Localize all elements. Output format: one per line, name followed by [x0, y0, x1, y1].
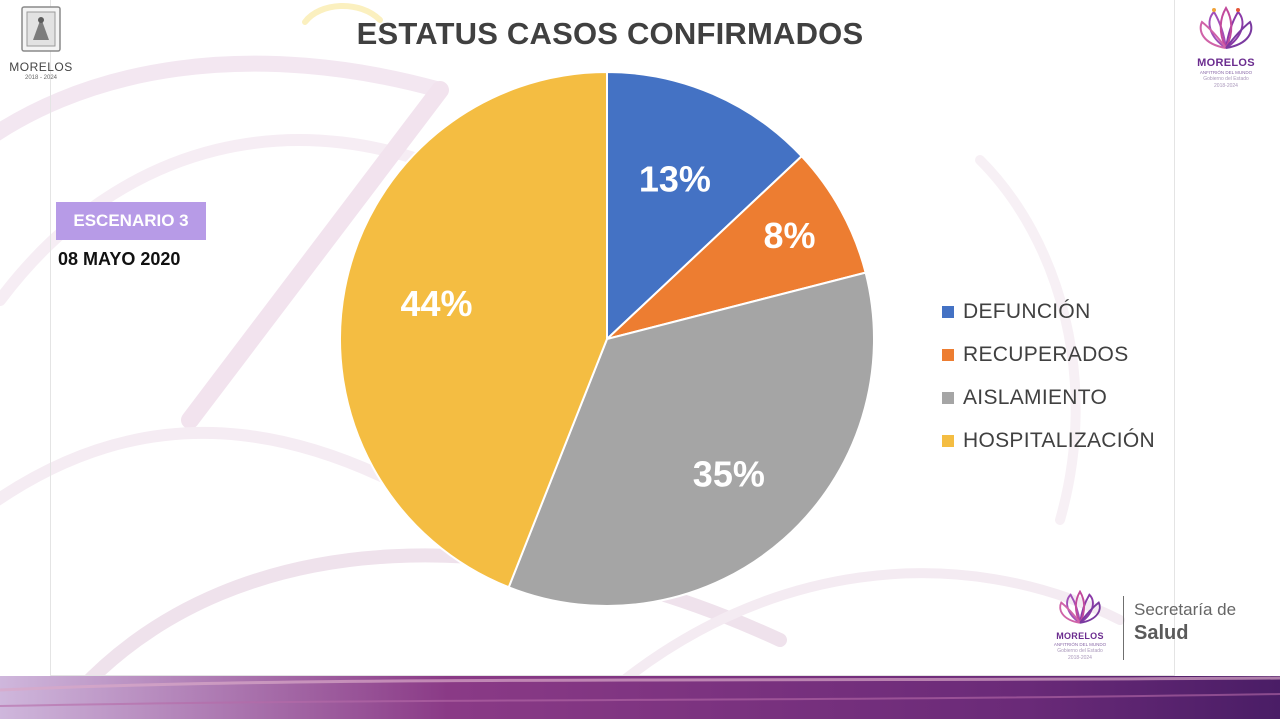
footer-salud-text: Salud	[1134, 622, 1189, 644]
legend-item-defuncion: DEFUNCIÓN	[942, 290, 1155, 333]
legend-item-recuperados: RECUPERADOS	[942, 333, 1155, 376]
footer-logo-government: Gobierno del Estado	[1057, 648, 1103, 654]
legend-item-hospitalizacion: HOSPITALIZACIÓN	[942, 419, 1155, 462]
footer-divider	[1123, 596, 1124, 660]
legend-swatch-hospitalizacion	[942, 434, 954, 447]
footer-logo-name: MORELOS	[1056, 631, 1104, 641]
legend-swatch-defuncion	[942, 305, 954, 318]
flower-logo-icon	[1199, 6, 1253, 49]
morelos-logo: MORELOS ANFITRIÓN DEL MUNDO Gobierno del…	[1184, 6, 1268, 89]
legend-swatch-aislamiento	[942, 391, 954, 404]
footer-logo-subtitle: ANFITRIÓN DEL MUNDO	[1053, 642, 1107, 647]
footer-secretaria-text: Secretaría de	[1134, 600, 1237, 619]
legend-label-defuncion: DEFUNCIÓN	[963, 299, 1091, 323]
pie-slice-defuncion	[606, 70, 804, 342]
pie-label-aislamiento: 35%	[693, 454, 765, 495]
legend-item-aislamiento: AISLAMIENTO	[942, 376, 1155, 419]
footer-flower-icon	[1059, 589, 1101, 624]
morelos-logo-government: Gobierno del Estado	[1203, 76, 1249, 82]
bottom-decorative-band	[0, 676, 1280, 719]
state-seal-years: 2018 - 2024	[24, 75, 58, 81]
morelos-logo-subtitle: ANFITRIÓN DEL MUNDO	[1199, 70, 1253, 75]
footer-morelos-logo: MORELOS ANFITRIÓN DEL MUNDO Gobierno del…	[1048, 589, 1112, 661]
chart-title: ESTATUS CASOS CONFIRMADOS	[356, 16, 864, 51]
footer-logo-years: 2018-2024	[1068, 655, 1092, 661]
pie-label-defuncion: 13%	[639, 159, 711, 200]
pie-label-recuperados: 8%	[763, 215, 815, 256]
pie-slice-recuperados	[606, 154, 867, 340]
pie-slice-hospitalizacion	[339, 70, 608, 589]
morelos-logo-name: MORELOS	[1197, 57, 1255, 69]
morelos-logo-years: 2018-2024	[1214, 83, 1238, 89]
legend-swatch-recuperados	[942, 348, 954, 361]
slide-frame	[50, 0, 1175, 676]
scenario-date: 08 MAYO 2020	[58, 249, 181, 269]
state-seal: MORELOS 2018 - 2024	[6, 6, 76, 81]
secretaria-salud-logo: MORELOS ANFITRIÓN DEL MUNDO Gobierno del…	[1046, 589, 1258, 666]
pie-slice-aislamiento	[507, 271, 875, 607]
chart-legend: DEFUNCIÓN RECUPERADOS AISLAMIENTO HOSPIT…	[942, 290, 1155, 462]
scenario-badge: ESCENARIO 3	[56, 202, 206, 240]
legend-label-aislamiento: AISLAMIENTO	[963, 385, 1108, 409]
footer-text: Secretaría de Salud	[1134, 600, 1236, 645]
state-shield-icon	[21, 6, 61, 52]
legend-label-hospitalizacion: HOSPITALIZACIÓN	[963, 428, 1155, 452]
state-seal-name: MORELOS	[9, 60, 73, 74]
legend-label-recuperados: RECUPERADOS	[963, 342, 1129, 366]
pie-label-hospitalizacion: 44%	[400, 283, 472, 324]
